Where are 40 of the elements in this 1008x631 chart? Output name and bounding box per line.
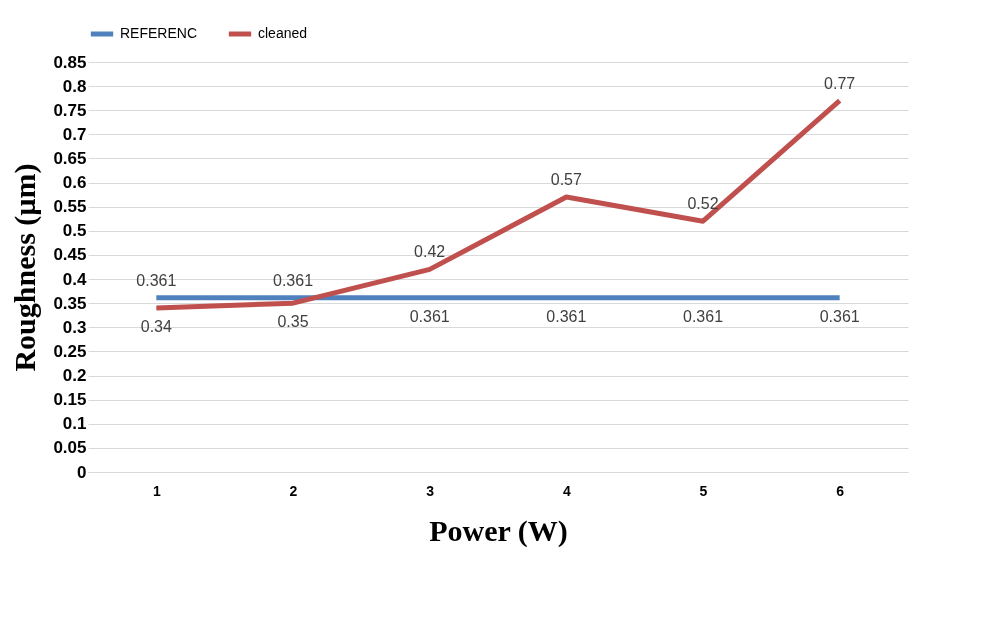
x-tick-label: 1 — [152, 482, 161, 499]
y-tick-label: 0.85 — [53, 52, 87, 72]
y-tick-label: 0.15 — [53, 390, 87, 410]
y-tick-label: 0.4 — [62, 269, 88, 289]
y-tick-label: 0.75 — [53, 100, 87, 120]
legend-label: REFERENC — [120, 25, 198, 41]
data-label: 0.361 — [136, 271, 177, 289]
data-label: 0.361 — [546, 307, 587, 325]
x-tick-label: 6 — [836, 482, 845, 499]
y-tick-label: 0.55 — [53, 197, 87, 217]
y-tick-label: 0.8 — [62, 76, 87, 96]
data-label: 0.52 — [687, 195, 719, 213]
data-label: 0.77 — [824, 74, 856, 92]
y-tick-label: 0.35 — [53, 293, 87, 313]
y-tick-label: 0.65 — [53, 148, 87, 168]
y-axis-title: Roughness (µm) — [8, 163, 43, 372]
x-tick-label: 5 — [699, 482, 708, 499]
y-tick-label: 0.45 — [53, 245, 87, 265]
data-label: 0.57 — [550, 171, 583, 189]
y-tick-label: 0.1 — [62, 414, 87, 434]
x-tick-label: 3 — [426, 482, 435, 499]
data-label: 0.34 — [140, 318, 173, 335]
x-tick-label: 4 — [562, 482, 571, 499]
y-tick-label: 0.3 — [62, 317, 87, 337]
x-axis-title: Power (W) — [429, 513, 568, 548]
data-label: 0.361 — [682, 307, 724, 325]
y-tick-label: 0 — [77, 462, 87, 482]
data-label: 0.42 — [414, 243, 446, 261]
data-label: 0.361 — [409, 307, 450, 325]
data-label: 0.361 — [819, 307, 860, 325]
data-label: 0.35 — [277, 313, 309, 331]
y-tick-label: 0.2 — [62, 366, 87, 386]
y-tick-label: 0.7 — [62, 124, 87, 144]
y-tick-label: 0.05 — [53, 438, 87, 458]
y-tick-label: 0.6 — [62, 173, 87, 193]
y-tick-label: 0.5 — [62, 221, 87, 241]
y-tick-label: 0.25 — [53, 341, 87, 361]
legend-label: cleaned — [258, 25, 308, 41]
x-tick-label: 2 — [289, 482, 298, 499]
data-label: 0.361 — [272, 271, 314, 289]
